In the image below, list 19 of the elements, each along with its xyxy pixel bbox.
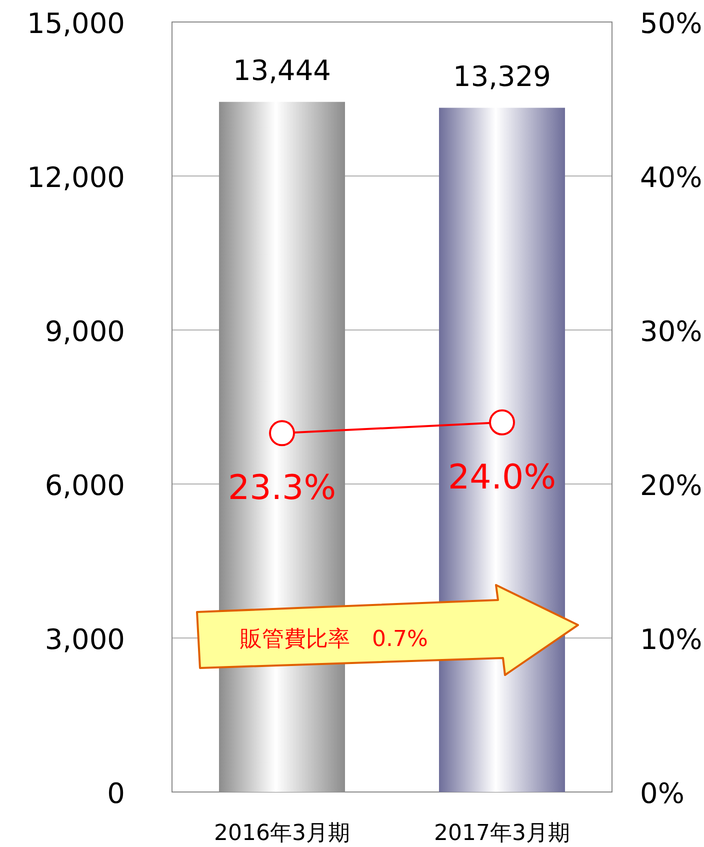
data-label: 24.0% (448, 457, 556, 498)
y-tick-label: 3,000 (44, 623, 125, 656)
y-tick-label: 6,000 (44, 469, 125, 502)
data-label: 23.3% (228, 468, 336, 508)
annotation: 販管費比率 0.7% (240, 627, 428, 652)
data-label: 13,329 (453, 60, 551, 93)
y2-tick-label: 50% (640, 7, 702, 40)
y-tick-label: 0 (107, 777, 125, 810)
y-tick-label: 15,000 (27, 7, 125, 40)
x-tick-label: 2017年3月期 (434, 821, 570, 846)
y2-tick-label: 40% (640, 161, 702, 194)
data-label: 13,444 (233, 54, 331, 87)
y2-tick-label: 0% (640, 777, 684, 810)
y2-tick-label: 30% (640, 315, 702, 348)
x-tick-label: 2016年3月期 (214, 821, 350, 846)
y-tick-label: 12,000 (27, 161, 125, 194)
y2-tick-label: 10% (640, 623, 702, 656)
y2-tick-label: 20% (640, 469, 702, 502)
y-tick-label: 9,000 (44, 315, 125, 348)
